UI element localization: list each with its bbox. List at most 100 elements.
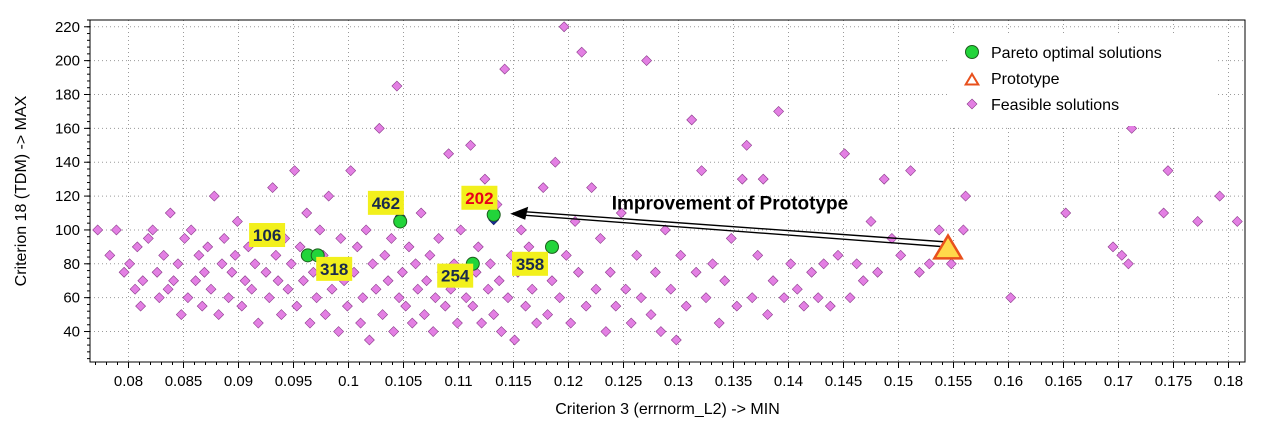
solution-label: 202 [465, 189, 493, 208]
feasible-point [785, 258, 797, 270]
feasible-point [700, 292, 712, 304]
feasible-point [467, 300, 479, 312]
feasible-point [746, 292, 758, 304]
feasible-point [832, 249, 844, 261]
feasible-point [610, 300, 622, 312]
x-tick-label: 0.12 [554, 373, 583, 390]
feasible-point [382, 275, 394, 287]
feasible-point [351, 241, 363, 253]
legend-background [948, 34, 1218, 126]
feasible-point [531, 317, 543, 329]
feasible-point [147, 224, 159, 236]
feasible-point [675, 249, 687, 261]
feasible-point [213, 309, 225, 321]
y-tick-label: 180 [55, 86, 80, 103]
feasible-point [631, 249, 643, 261]
x-axis-title: Criterion 3 (errnorm_L2) -> MIN [555, 401, 780, 418]
feasible-point [153, 292, 165, 304]
feasible-point [945, 258, 957, 270]
feasible-point [690, 266, 702, 278]
feasible-point [560, 249, 572, 261]
feasible-point [670, 334, 682, 346]
feasible-point [252, 317, 264, 329]
arrow-line [524, 214, 946, 248]
feasible-point [580, 300, 592, 312]
feasible-point [1116, 249, 1128, 261]
feasible-point [297, 275, 309, 287]
feasible-point [168, 275, 180, 287]
feasible-point [757, 173, 769, 185]
feasible-point [1162, 165, 1174, 177]
feasible-point [488, 309, 500, 321]
feasible-point [182, 292, 194, 304]
feasible-point [778, 292, 790, 304]
feasible-point [798, 300, 810, 312]
x-tick-label: 0.125 [605, 373, 643, 390]
feasible-point [923, 258, 935, 270]
feasible-point [594, 232, 606, 244]
chart-legend: Pareto optimal solutions Prototype Feasibl… [948, 34, 1218, 126]
feasible-point [294, 241, 306, 253]
x-tick-label: 0.15 [884, 373, 913, 390]
feasible-point [193, 249, 205, 261]
solution-label: 106 [253, 226, 281, 245]
feasible-point [933, 224, 945, 236]
feasible-point [542, 309, 554, 321]
feasible-point [1122, 258, 1134, 270]
feasible-point [196, 300, 208, 312]
feasible-series [92, 21, 1243, 346]
feasible-point [418, 309, 430, 321]
feasible-point [172, 258, 184, 270]
feasible-point [396, 266, 408, 278]
pareto-point [393, 214, 408, 229]
arrow-line [524, 211, 946, 243]
feasible-point [164, 207, 176, 219]
feasible-point [762, 309, 774, 321]
feasible-point [391, 80, 403, 92]
y-tick-label: 140 [55, 154, 80, 171]
feasible-point [878, 173, 890, 185]
feasible-point [451, 317, 463, 329]
feasible-point [162, 283, 174, 295]
prototype-point [932, 233, 964, 260]
x-tick-label: 0.1 [338, 373, 359, 390]
solution-labels: 106 318 462 202 254 358 [249, 185, 548, 288]
feasible-point [625, 317, 637, 329]
feasible-point [272, 275, 284, 287]
feasible-point [472, 241, 484, 253]
solution-label: 462 [372, 194, 400, 213]
feasible-point [767, 275, 779, 287]
feasible-point [158, 249, 170, 261]
feasible-point [289, 165, 301, 177]
x-tick-label: 0.11 [444, 373, 472, 390]
feasible-point [1107, 241, 1119, 253]
feasible-point [725, 232, 737, 244]
feasible-point [311, 292, 323, 304]
feasible-point [373, 122, 385, 134]
y-tick-label: 220 [55, 19, 80, 36]
feasible-point [231, 216, 243, 227]
feasible-point [600, 326, 612, 337]
solution-label: 358 [516, 255, 544, 274]
y-tick-label: 120 [55, 188, 80, 205]
feasible-point [812, 292, 824, 304]
feasible-point [377, 309, 389, 321]
solution-label-background [367, 190, 404, 215]
feasible-point [526, 283, 538, 295]
feasible-point [696, 165, 708, 177]
solution-label-background [437, 263, 474, 288]
feasible-point [249, 258, 261, 270]
solution-label: 318 [320, 260, 348, 279]
feasible-point [275, 309, 287, 321]
feasible-point [355, 317, 367, 329]
feasible-point [719, 275, 731, 287]
feasible-point [680, 300, 692, 312]
feasible-point [872, 266, 884, 278]
legend-entry-label: Prototype [991, 71, 1060, 88]
feasible-point [586, 182, 598, 194]
arrow-head [510, 206, 529, 220]
y-tick-label: 160 [55, 120, 80, 137]
solution-label: 254 [441, 267, 470, 286]
feasible-point [865, 216, 877, 227]
feasible-point [731, 300, 743, 312]
